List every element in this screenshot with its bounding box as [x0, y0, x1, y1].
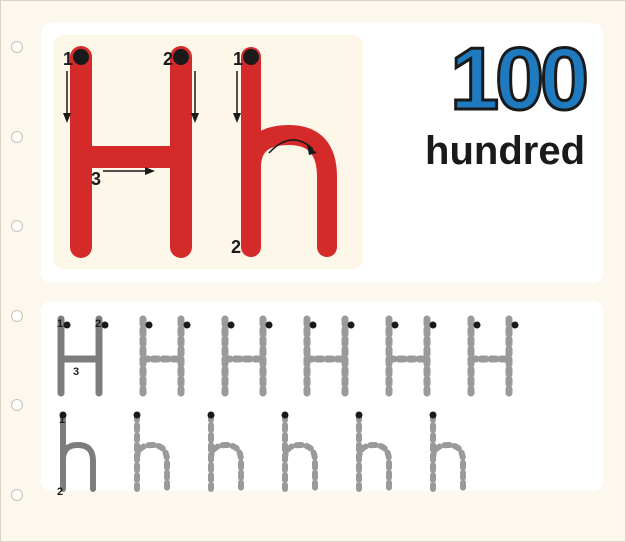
- binder-holes: [11, 41, 25, 501]
- stroke-label: 2: [163, 49, 173, 69]
- stroke-label: 1: [63, 49, 73, 69]
- trace-letter-upper-h: [219, 315, 279, 399]
- tracing-row-lower: 12: [55, 407, 589, 495]
- trace-letter-lower-h: [129, 411, 181, 495]
- hole-icon: [11, 41, 23, 53]
- trace-letter-lower-h: [351, 411, 403, 495]
- letter-h-demo: 1 2 3: [53, 35, 363, 269]
- trace-letter-lower-h: [277, 411, 329, 495]
- word-block: 100 hundred: [385, 35, 585, 174]
- trace-letter-upper-h: [383, 315, 443, 399]
- example-number: 100: [385, 35, 585, 123]
- hole-icon: [11, 310, 23, 322]
- tracing-panel: 1 2 3 1 2: [41, 301, 603, 491]
- upper-panel: 1 2 3: [41, 23, 603, 283]
- hole-icon: [11, 489, 23, 501]
- example-word: hundred: [385, 129, 585, 174]
- trace-letter-upper-h: [137, 315, 197, 399]
- svg-text:2: 2: [95, 318, 101, 330]
- trace-letter-upper-h: [301, 315, 361, 399]
- stroke-label: 1: [233, 49, 243, 69]
- svg-text:3: 3: [73, 366, 79, 378]
- hole-icon: [11, 399, 23, 411]
- stroke-label: 3: [91, 169, 101, 189]
- letter-demo-box: 1 2 3: [53, 35, 363, 269]
- tracing-row-upper: 1 2 3: [55, 311, 589, 399]
- svg-text:2: 2: [57, 486, 63, 495]
- stroke-label: 2: [231, 237, 241, 257]
- svg-text:1: 1: [57, 318, 63, 330]
- content-area: 1 2 3: [41, 23, 603, 515]
- trace-letter-upper-h: [465, 315, 525, 399]
- trace-letter-upper-h: 1 2 3: [55, 315, 115, 399]
- worksheet-page: 1 2 3: [0, 0, 626, 542]
- trace-letter-lower-h: [203, 411, 255, 495]
- trace-letter-lower-h: [425, 411, 477, 495]
- hole-icon: [11, 220, 23, 232]
- svg-text:1: 1: [59, 414, 65, 426]
- hole-icon: [11, 131, 23, 143]
- trace-letter-lower-h: 12: [55, 411, 107, 495]
